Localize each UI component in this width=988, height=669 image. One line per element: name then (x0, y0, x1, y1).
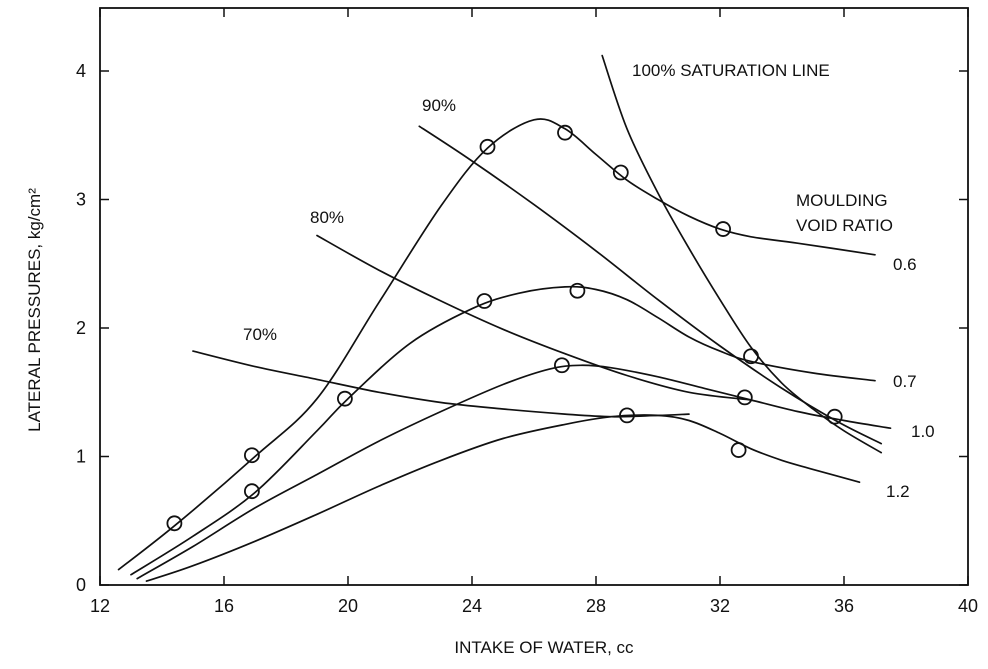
x-axis-label: INTAKE OF WATER, cc (454, 638, 634, 657)
y-tick-label-1: 1 (76, 447, 86, 467)
data-point-0.6-1 (243, 447, 260, 464)
reference-line-0 (601, 54, 883, 454)
data-points (166, 124, 843, 532)
data-point-0.6-3 (557, 124, 573, 141)
series-label-0.7: 0.7 (893, 372, 917, 391)
y-axis-label: LATERAL PRESSURES, kg/cm² (25, 188, 44, 432)
x-tick-label-16: 16 (214, 596, 234, 616)
x-tick-label-28: 28 (586, 596, 606, 616)
x-tick-label-36: 36 (834, 596, 854, 616)
y-tick-label-0: 0 (76, 575, 86, 595)
ref-label-70: 70% (243, 325, 277, 344)
series-label-1.2: 1.2 (886, 482, 910, 501)
y-tick-label-3: 3 (76, 190, 86, 210)
saturation-line-label: 100% SATURATION LINE (632, 61, 830, 80)
y-tick-label-2: 2 (76, 318, 86, 338)
reference-line-3 (192, 350, 690, 418)
y-tick-label-4: 4 (76, 61, 86, 81)
series-label-0.6: 0.6 (893, 255, 917, 274)
data-point-0.6-0 (166, 515, 183, 532)
data-point-1.2-0 (619, 407, 635, 424)
tick-marks (99, 8, 969, 586)
legend-title-line2: VOID RATIO (796, 216, 893, 235)
reference-line-1 (418, 125, 883, 445)
data-point-0.7-1 (336, 390, 353, 407)
x-tick-label-32: 32 (710, 596, 730, 616)
series-curve-0.7 (130, 285, 876, 576)
ref-label-90: 90% (422, 96, 456, 115)
plot-frame (99, 7, 969, 586)
data-point-0.6-4 (612, 164, 629, 181)
x-tick-label-12: 12 (90, 596, 110, 616)
data-point-0.7-2 (476, 293, 493, 309)
data-point-0.6-5 (715, 221, 731, 237)
x-tick-label-24: 24 (462, 596, 482, 616)
data-point-0.7-0 (243, 483, 260, 500)
data-point-1.0-2 (826, 408, 843, 425)
x-tick-label-20: 20 (338, 596, 358, 616)
legend-title-line1: MOULDING (796, 191, 888, 210)
data-point-1.2-1 (730, 442, 747, 458)
series-curve-0.6 (117, 118, 876, 571)
series-curve-1.0 (136, 364, 892, 580)
series-label-1.0: 1.0 (911, 422, 935, 441)
data-point-0.6-2 (479, 138, 496, 155)
x-tick-label-40: 40 (958, 596, 978, 616)
series-curves (117, 118, 892, 582)
series-curve-1.2 (145, 414, 861, 582)
data-point-0.7-4 (743, 348, 759, 365)
data-point-1.0-0 (554, 357, 570, 374)
ref-label-80: 80% (310, 208, 344, 227)
data-point-1.0-1 (736, 389, 753, 406)
data-point-0.7-3 (569, 282, 586, 299)
reference-lines (192, 54, 883, 454)
reference-line-2 (316, 234, 752, 401)
